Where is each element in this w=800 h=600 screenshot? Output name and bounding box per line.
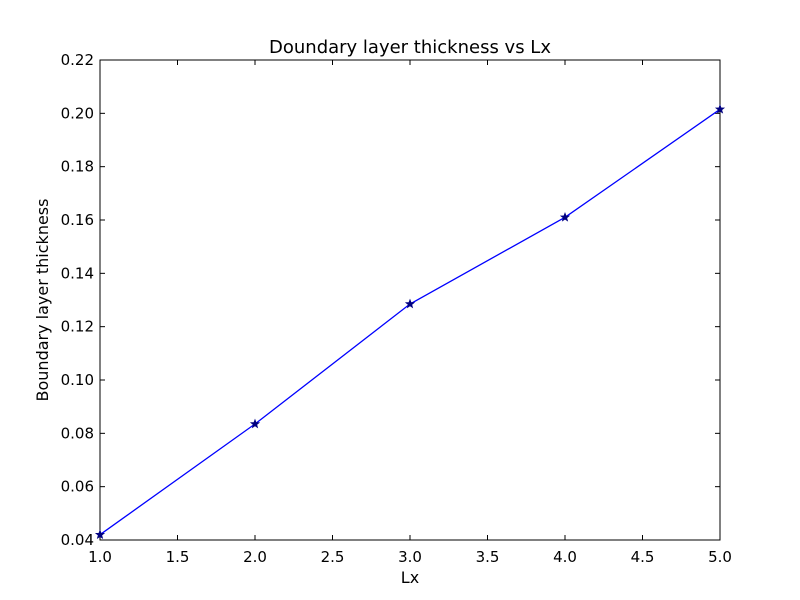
chart-title: Doundary layer thickness vs Lx bbox=[269, 37, 551, 58]
data-point-marker bbox=[404, 298, 416, 309]
x-tick-label: 4.0 bbox=[553, 548, 577, 566]
data-point-marker bbox=[94, 529, 106, 539]
y-tick-label: 0.14 bbox=[61, 264, 94, 282]
x-tick-label: 2.0 bbox=[243, 548, 267, 566]
x-tick-label: 3.5 bbox=[476, 548, 500, 566]
y-tick-label: 0.08 bbox=[61, 424, 94, 442]
y-tick-label: 0.12 bbox=[61, 318, 94, 336]
data-point-marker bbox=[249, 418, 261, 429]
x-tick-label: 5.0 bbox=[708, 548, 732, 566]
data-point-marker bbox=[714, 103, 726, 114]
y-tick-label: 0.16 bbox=[61, 211, 94, 229]
y-tick-label: 0.18 bbox=[61, 158, 94, 176]
series-group bbox=[94, 103, 726, 539]
x-tick-label: 3.0 bbox=[398, 548, 422, 566]
y-axis-ticks: 0.04 0.06 0.08 0.10 0.12 0.14 0.16 0.18 0.20 0.22 bbox=[61, 51, 720, 549]
y-tick-label: 0.04 bbox=[61, 531, 94, 549]
x-tick-label: 4.5 bbox=[631, 548, 655, 566]
x-axis-title: Lx bbox=[401, 568, 419, 587]
y-tick-label: 0.22 bbox=[61, 51, 94, 69]
x-axis-ticks: 1.0 1.5 2.0 2.5 3.0 3.5 4.0 4.5 5.0 bbox=[88, 60, 732, 566]
x-tick-label: 1.5 bbox=[166, 548, 190, 566]
y-tick-label: 0.10 bbox=[61, 371, 94, 389]
data-point-marker bbox=[559, 211, 571, 222]
x-tick-label: 2.5 bbox=[321, 548, 345, 566]
x-tick-label: 1.0 bbox=[88, 548, 112, 566]
y-axis-title: Boundary layer thickness bbox=[33, 199, 52, 402]
y-tick-label: 0.06 bbox=[61, 478, 94, 496]
y-tick-label: 0.20 bbox=[61, 104, 94, 122]
